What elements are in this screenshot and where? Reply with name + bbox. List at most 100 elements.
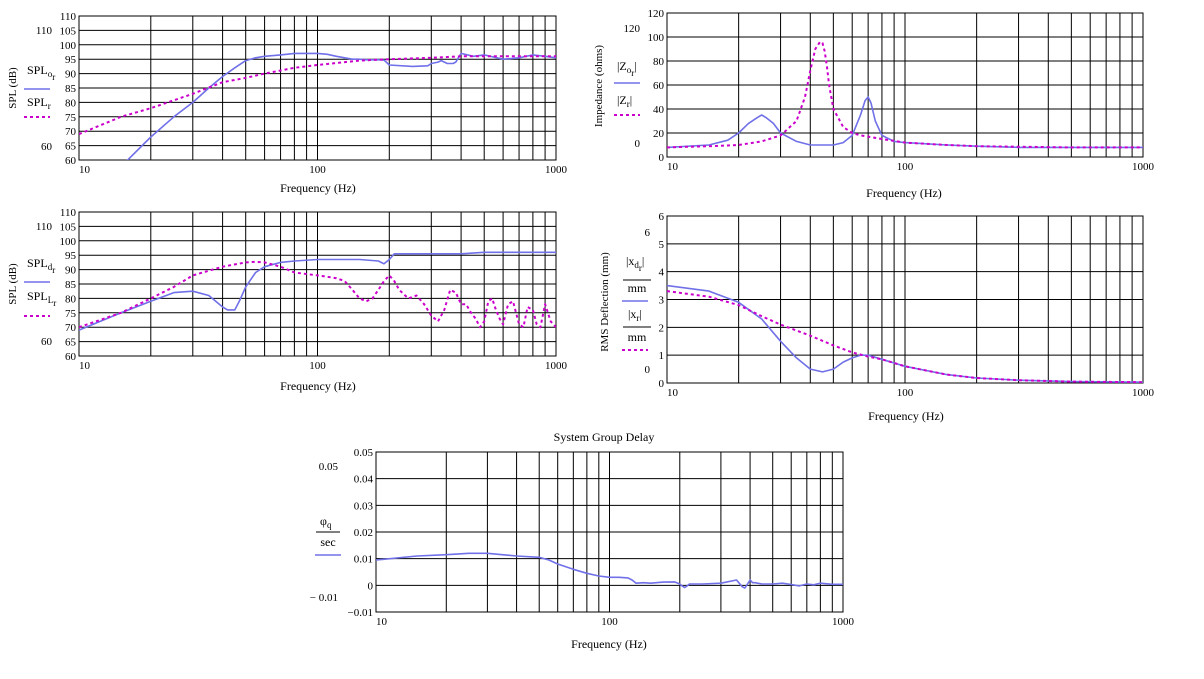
- y-tick-label: 90: [65, 265, 77, 277]
- series-line-2: [79, 55, 556, 136]
- x-axis-title: Frequency (Hz): [868, 409, 944, 423]
- series-line-1: [667, 96, 1143, 149]
- y-tick-label: 3: [659, 295, 665, 307]
- y-tick-label: 60: [653, 80, 665, 92]
- y-tick-label: 100: [60, 40, 77, 52]
- x-tick-label: 100: [309, 360, 326, 372]
- x-tick-label: 100: [897, 161, 914, 173]
- legend-label-1: |xdr|: [626, 254, 644, 273]
- x-tick-label: 1000: [1132, 387, 1155, 399]
- x-tick-label: 1000: [545, 164, 568, 176]
- y-tick-label: 75: [65, 308, 77, 320]
- y-axis-title: SPL (dB): [7, 67, 19, 109]
- side-y-top-label: 110: [36, 25, 53, 37]
- y-tick-label: 110: [60, 11, 77, 23]
- legend-label-2: |Zr|: [617, 93, 632, 109]
- plot-frame: [666, 12, 1144, 158]
- plot-frame: [78, 211, 557, 357]
- y-tick-label: 85: [65, 279, 77, 291]
- spl-chart: 110 60 SPL (dB) Frequency (Hz) SPLor SPL…: [7, 11, 568, 195]
- side-y-bottom-label: 60: [41, 336, 53, 348]
- impedance-chart: 120 0 Impedance (ohms) Frequency (Hz) |Z…: [593, 8, 1155, 200]
- side-y-top-label: 6: [645, 227, 651, 239]
- series-line-1: [126, 52, 556, 160]
- y-tick-label: 0: [368, 580, 374, 592]
- y-tick-label: 95: [65, 250, 77, 262]
- y-tick-label: 0: [659, 378, 665, 390]
- y-axis-title: Impedance (ohms): [593, 45, 605, 127]
- y-tick-label: 1: [659, 350, 665, 362]
- y-tick-label: 80: [65, 97, 77, 109]
- y-tick-label: 60: [65, 351, 77, 363]
- x-tick-label: 100: [897, 387, 914, 399]
- side-y-top-label: 120: [624, 23, 641, 35]
- legend-label-1: |Zor|: [617, 59, 637, 78]
- x-tick-label: 10: [79, 360, 91, 372]
- y-tick-label: 100: [648, 32, 665, 44]
- y-tick-label: 6: [659, 211, 665, 223]
- chart-title: System Group Delay: [554, 430, 655, 444]
- x-tick-label: 10: [376, 616, 388, 628]
- y-tick-label: 100: [60, 236, 77, 248]
- y-tick-label: 85: [65, 83, 77, 95]
- group-delay-chart: System Group Delay 0.05 − 0.01 Frequency…: [310, 430, 855, 651]
- y-tick-label: 0: [659, 152, 665, 164]
- y-tick-label: 80: [653, 56, 665, 68]
- side-y-top-label: 0.05: [319, 461, 339, 473]
- x-tick-label: 1000: [832, 616, 855, 628]
- y-tick-label: 60: [65, 155, 77, 167]
- series-line-1: [376, 552, 843, 589]
- y-tick-label: 105: [60, 221, 77, 233]
- series-line-2: [667, 290, 1143, 383]
- legend-label-1: SPLor: [27, 63, 55, 82]
- rms-deflection-chart: 6 0 RMS Deflection (mm) Frequency (Hz) |…: [599, 211, 1155, 423]
- side-y-top-label: 110: [36, 221, 53, 233]
- x-tick-label: 100: [309, 164, 326, 176]
- y-tick-label: 0.01: [354, 554, 373, 566]
- y-axis-title: RMS Deflection (mm): [599, 252, 611, 352]
- y-tick-label: 90: [65, 69, 77, 81]
- y-tick-label: 0.05: [354, 447, 374, 459]
- y-tick-label: 5: [659, 239, 665, 251]
- spl-d-chart: 110 60 SPL (dB) Frequency (Hz) SPLdr SPL…: [7, 207, 568, 393]
- side-y-bottom-label: 60: [41, 141, 53, 153]
- legend-label-1: SPLdr: [27, 256, 55, 275]
- y-tick-label: 65: [65, 141, 77, 153]
- side-y-bottom-label: 0: [645, 364, 651, 376]
- y-tick-label: 0.04: [354, 474, 374, 486]
- x-tick-label: 10: [667, 161, 679, 173]
- y-tick-label: 20: [653, 128, 665, 140]
- x-tick-label: 1000: [1132, 161, 1155, 173]
- y-tick-label: 4: [659, 267, 665, 279]
- y-tick-label: 70: [65, 322, 77, 334]
- series-line-2: [667, 40, 1143, 149]
- legend-unit-1: mm: [628, 281, 647, 295]
- y-tick-label: 70: [65, 126, 77, 138]
- y-tick-label: −0.01: [348, 607, 373, 619]
- x-axis-title: Frequency (Hz): [866, 186, 942, 200]
- y-tick-label: 75: [65, 112, 77, 124]
- x-tick-label: 10: [79, 164, 91, 176]
- legend-label-2: |xr|: [628, 307, 642, 323]
- y-tick-label: 105: [60, 25, 77, 37]
- x-tick-label: 100: [601, 616, 618, 628]
- y-tick-label: 80: [65, 293, 77, 305]
- y-tick-label: 95: [65, 54, 77, 66]
- legend-label-2: SPLLr: [27, 289, 56, 308]
- plot-frame: [666, 215, 1144, 384]
- side-y-bottom-label: − 0.01: [310, 592, 338, 604]
- series-line-1: [79, 251, 556, 331]
- y-tick-label: 0.02: [354, 527, 373, 539]
- legend-unit: sec: [320, 535, 335, 549]
- y-tick-label: 120: [648, 8, 665, 20]
- y-tick-label: 40: [653, 104, 665, 116]
- y-tick-label: 0.03: [354, 500, 374, 512]
- y-tick-label: 65: [65, 337, 77, 349]
- legend-unit-2: mm: [628, 330, 647, 344]
- legend-label-1: φq: [320, 514, 332, 530]
- x-axis-title: Frequency (Hz): [280, 181, 356, 195]
- legend-label-2: SPLr: [27, 95, 51, 111]
- plot-frame: [78, 15, 557, 161]
- y-tick-label: 2: [659, 322, 665, 334]
- plot-frame: [375, 451, 844, 613]
